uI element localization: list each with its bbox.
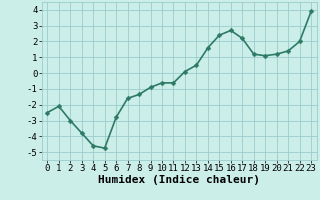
X-axis label: Humidex (Indice chaleur): Humidex (Indice chaleur) [98, 175, 260, 185]
